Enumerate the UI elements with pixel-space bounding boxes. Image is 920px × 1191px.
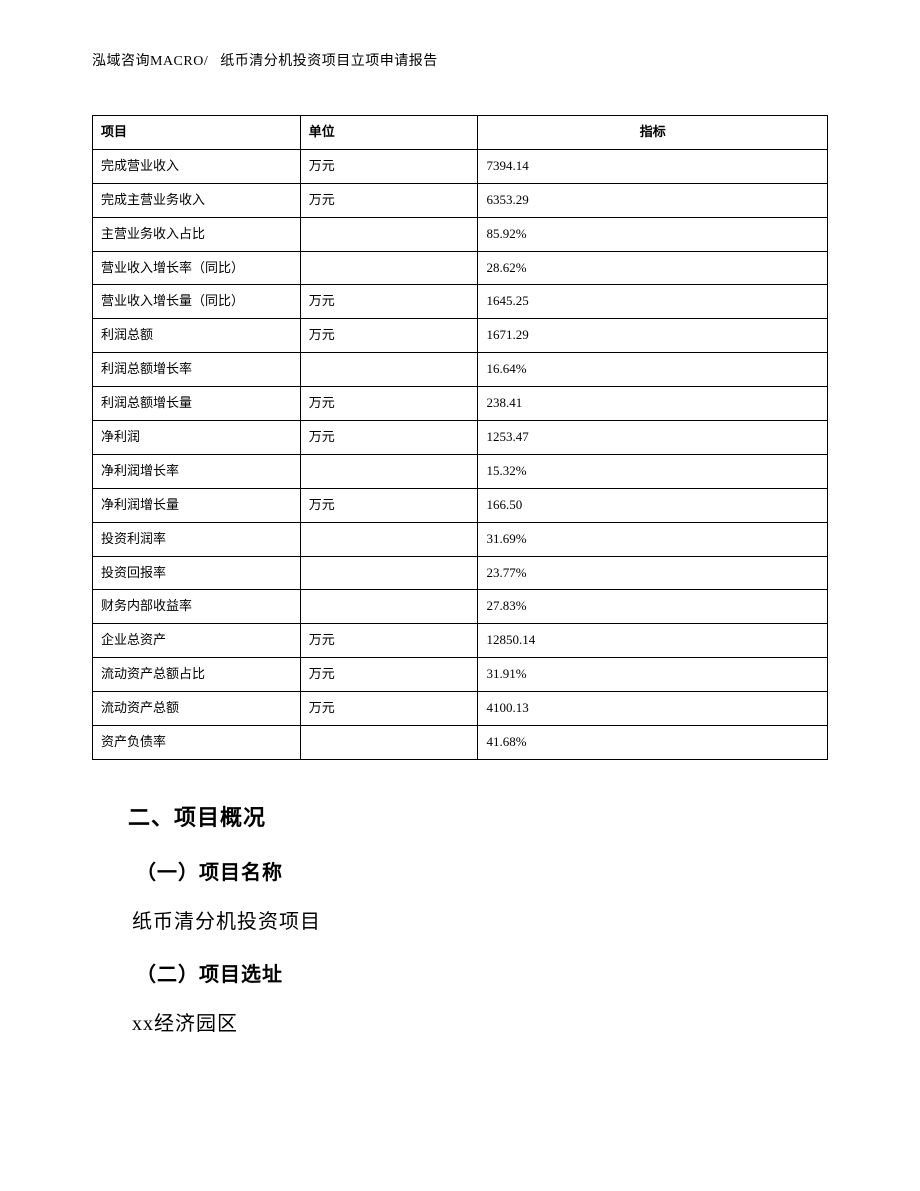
cell-item: 企业总资产 bbox=[93, 624, 301, 658]
col-header-item: 项目 bbox=[93, 116, 301, 150]
cell-value: 1645.25 bbox=[478, 285, 828, 319]
cell-item: 营业收入增长率（同比） bbox=[93, 251, 301, 285]
cell-item: 流动资产总额 bbox=[93, 692, 301, 726]
cell-item: 投资回报率 bbox=[93, 556, 301, 590]
cell-unit: 万元 bbox=[300, 387, 478, 421]
cell-unit bbox=[300, 251, 478, 285]
cell-value: 238.41 bbox=[478, 387, 828, 421]
cell-value: 23.77% bbox=[478, 556, 828, 590]
col-header-indicator: 指标 bbox=[478, 116, 828, 150]
cell-unit bbox=[300, 454, 478, 488]
cell-item: 利润总额增长量 bbox=[93, 387, 301, 421]
cell-item: 流动资产总额占比 bbox=[93, 658, 301, 692]
table-row: 营业收入增长率（同比） 28.62% bbox=[93, 251, 828, 285]
page-header: 泓域咨询MACRO/ 纸币清分机投资项目立项申请报告 bbox=[92, 50, 438, 70]
financial-table: 项目 单位 指标 完成营业收入 万元 7394.14 完成主营业务收入 万元 6… bbox=[92, 115, 828, 760]
cell-item: 净利润增长量 bbox=[93, 488, 301, 522]
body-para-1: 纸币清分机投资项目 bbox=[128, 905, 828, 934]
cell-value: 31.91% bbox=[478, 658, 828, 692]
table-row: 主营业务收入占比 85.92% bbox=[93, 217, 828, 251]
cell-item: 财务内部收益率 bbox=[93, 590, 301, 624]
cell-value: 31.69% bbox=[478, 522, 828, 556]
cell-unit bbox=[300, 556, 478, 590]
cell-value: 16.64% bbox=[478, 353, 828, 387]
cell-item: 净利润 bbox=[93, 421, 301, 455]
col-header-unit: 单位 bbox=[300, 116, 478, 150]
cell-unit bbox=[300, 726, 478, 760]
cell-value: 85.92% bbox=[478, 217, 828, 251]
cell-unit: 万元 bbox=[300, 421, 478, 455]
sub-heading-2: （二）项目选址 bbox=[128, 958, 828, 987]
body-text: 二、项目概况 （一）项目名称 纸币清分机投资项目 （二）项目选址 xx经济园区 bbox=[92, 800, 828, 1036]
cell-unit: 万元 bbox=[300, 488, 478, 522]
cell-unit bbox=[300, 590, 478, 624]
cell-unit: 万元 bbox=[300, 285, 478, 319]
table-body: 完成营业收入 万元 7394.14 完成主营业务收入 万元 6353.29 主营… bbox=[93, 149, 828, 759]
cell-value: 28.62% bbox=[478, 251, 828, 285]
table-row: 投资利润率 31.69% bbox=[93, 522, 828, 556]
cell-item: 净利润增长率 bbox=[93, 454, 301, 488]
table-row: 完成营业收入 万元 7394.14 bbox=[93, 149, 828, 183]
cell-value: 166.50 bbox=[478, 488, 828, 522]
cell-unit: 万元 bbox=[300, 149, 478, 183]
cell-unit: 万元 bbox=[300, 319, 478, 353]
cell-item: 资产负债率 bbox=[93, 726, 301, 760]
sub-heading-1: （一）项目名称 bbox=[128, 856, 828, 885]
cell-value: 27.83% bbox=[478, 590, 828, 624]
cell-unit: 万元 bbox=[300, 624, 478, 658]
cell-unit: 万元 bbox=[300, 692, 478, 726]
section-heading: 二、项目概况 bbox=[128, 800, 828, 832]
table-row: 利润总额 万元 1671.29 bbox=[93, 319, 828, 353]
table-row: 营业收入增长量（同比） 万元 1645.25 bbox=[93, 285, 828, 319]
cell-item: 主营业务收入占比 bbox=[93, 217, 301, 251]
cell-value: 12850.14 bbox=[478, 624, 828, 658]
cell-value: 6353.29 bbox=[478, 183, 828, 217]
cell-unit: 万元 bbox=[300, 183, 478, 217]
table-row: 净利润增长率 15.32% bbox=[93, 454, 828, 488]
table-row: 资产负债率 41.68% bbox=[93, 726, 828, 760]
cell-value: 1253.47 bbox=[478, 421, 828, 455]
cell-value: 1671.29 bbox=[478, 319, 828, 353]
table-row: 投资回报率 23.77% bbox=[93, 556, 828, 590]
table-row: 利润总额增长率 16.64% bbox=[93, 353, 828, 387]
cell-item: 投资利润率 bbox=[93, 522, 301, 556]
content-wrapper: 项目 单位 指标 完成营业收入 万元 7394.14 完成主营业务收入 万元 6… bbox=[92, 115, 828, 1060]
body-para-2: xx经济园区 bbox=[128, 1007, 828, 1036]
cell-item: 利润总额增长率 bbox=[93, 353, 301, 387]
table-row: 完成主营业务收入 万元 6353.29 bbox=[93, 183, 828, 217]
cell-unit bbox=[300, 353, 478, 387]
cell-unit bbox=[300, 522, 478, 556]
header-org: 泓域咨询MACRO/ bbox=[92, 54, 208, 69]
cell-item: 完成主营业务收入 bbox=[93, 183, 301, 217]
table-row: 利润总额增长量 万元 238.41 bbox=[93, 387, 828, 421]
cell-value: 41.68% bbox=[478, 726, 828, 760]
table-header-row: 项目 单位 指标 bbox=[93, 116, 828, 150]
table-row: 净利润增长量 万元 166.50 bbox=[93, 488, 828, 522]
cell-value: 15.32% bbox=[478, 454, 828, 488]
table-row: 流动资产总额 万元 4100.13 bbox=[93, 692, 828, 726]
cell-value: 4100.13 bbox=[478, 692, 828, 726]
header-title: 纸币清分机投资项目立项申请报告 bbox=[220, 54, 438, 69]
cell-value: 7394.14 bbox=[478, 149, 828, 183]
cell-item: 利润总额 bbox=[93, 319, 301, 353]
cell-unit bbox=[300, 217, 478, 251]
cell-item: 完成营业收入 bbox=[93, 149, 301, 183]
cell-unit: 万元 bbox=[300, 658, 478, 692]
table-row: 流动资产总额占比 万元 31.91% bbox=[93, 658, 828, 692]
table-row: 财务内部收益率 27.83% bbox=[93, 590, 828, 624]
cell-item: 营业收入增长量（同比） bbox=[93, 285, 301, 319]
table-row: 净利润 万元 1253.47 bbox=[93, 421, 828, 455]
table-row: 企业总资产 万元 12850.14 bbox=[93, 624, 828, 658]
